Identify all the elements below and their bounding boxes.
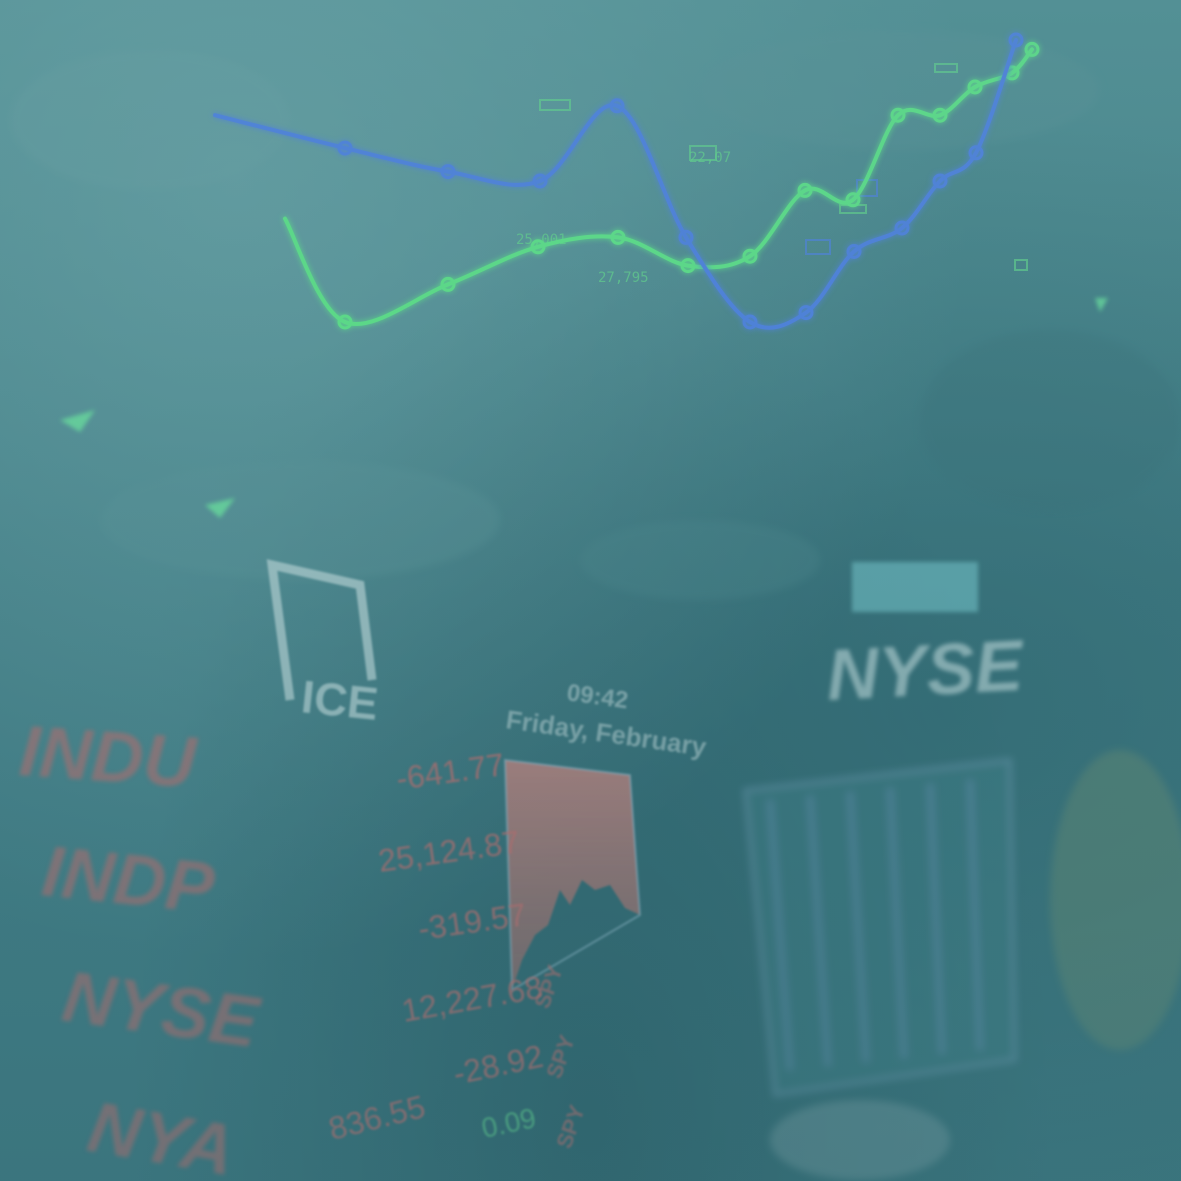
ticker-value-1: -641.77 <box>394 746 506 797</box>
chart-label-3: 22,07 <box>689 150 731 166</box>
series-blue-point-1 <box>337 140 353 156</box>
series-blue-point-2 <box>440 164 456 180</box>
ticker-value-2: 25,124.87 <box>376 823 522 878</box>
series-blue-point-3 <box>532 173 548 189</box>
series-blue-path <box>213 38 1018 330</box>
concrete-texture <box>10 30 1180 600</box>
series-blue-point-5 <box>678 229 694 245</box>
series-blue-point-12 <box>1008 32 1024 48</box>
series-green-point-6 <box>742 248 758 264</box>
series-blue-point-4 <box>609 98 625 114</box>
ice-logo-text: ICE <box>299 670 381 730</box>
ticker-symbol-5: NYA <box>82 1087 240 1181</box>
nyse-logo-text: NYSE <box>825 626 1027 716</box>
series-blue-point-9 <box>894 220 910 236</box>
series-blue-point-6 <box>742 314 758 330</box>
glow-shards <box>60 298 1108 518</box>
series-green-point-4 <box>610 229 626 245</box>
series-blue-point-7 <box>798 305 814 321</box>
nyse-logo: NYSE <box>825 562 1027 716</box>
series-green-point-10 <box>932 107 948 123</box>
ticker-symbols: INDU INDP NYSE NYA <box>17 711 265 1181</box>
spy-label-2: SPY <box>541 1031 580 1081</box>
series-green-point-11 <box>967 79 983 95</box>
series-blue-point-8 <box>846 244 862 259</box>
series-green-point-2 <box>440 276 456 292</box>
ice-logo: ICE <box>266 559 381 730</box>
ticker-symbol-3: NYSE <box>58 957 265 1064</box>
series-green-point-13 <box>1024 41 1040 57</box>
series-green-point-9 <box>890 107 906 123</box>
ticker-symbol-1: INDU <box>17 711 200 803</box>
series-blue-line <box>213 32 1024 330</box>
series-green-point-8 <box>845 192 861 208</box>
board-screen-grid <box>742 750 1181 1180</box>
board-red-chart <box>503 758 642 992</box>
spy-column: SPY SPY SPY <box>529 961 590 1151</box>
spy-label-3: SPY <box>551 1101 590 1151</box>
ticker-value-7: 0.09 <box>479 1102 539 1144</box>
board-time: 09:42 <box>565 679 630 714</box>
board-header: 09:42 Friday, February <box>504 679 709 762</box>
board-date: Friday, February <box>504 704 709 762</box>
chart-annotation-marks <box>539 63 1028 271</box>
ticker-value-6: 836.55 <box>325 1088 429 1147</box>
series-green-point-5 <box>680 258 696 274</box>
series-green-point-3 <box>530 239 546 255</box>
series-green-path <box>283 47 1034 326</box>
chart-value-labels: 25,001 27,795 22,07 <box>516 150 731 286</box>
ticker-value-4: 12,227.68 <box>399 969 545 1029</box>
ticker-value-5: -28.92 <box>450 1038 546 1092</box>
chart-label-2: 27,795 <box>598 270 649 286</box>
series-blue-point-11 <box>968 145 984 161</box>
series-green-line <box>283 41 1040 330</box>
ticker-green-values: 0.09 <box>479 1102 539 1144</box>
series-green-point-7 <box>797 182 813 198</box>
series-green-point-1 <box>337 314 353 330</box>
series-blue-point-10 <box>932 173 948 189</box>
ticker-symbol-2: INDP <box>38 831 218 929</box>
